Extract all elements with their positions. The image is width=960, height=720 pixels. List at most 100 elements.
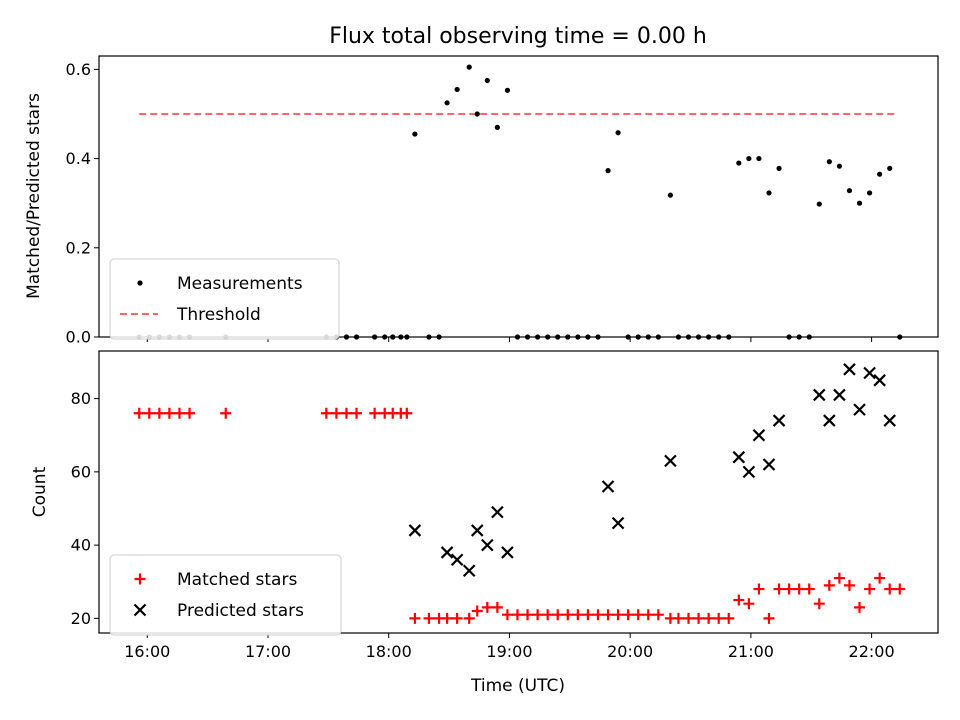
- data-point: [823, 579, 835, 591]
- data-point: [746, 155, 752, 162]
- data-point: [582, 609, 594, 621]
- data-point: [836, 163, 843, 169]
- plot-frame: [98, 55, 939, 338]
- data-point: [683, 612, 695, 624]
- data-point: [833, 572, 845, 584]
- data-point: [743, 598, 755, 610]
- data-point: [491, 505, 504, 519]
- legend-label: Predicted stars: [177, 601, 304, 621]
- chart-title: Flux total observing time = 0.00 h: [329, 24, 707, 49]
- plot-frame: [98, 350, 939, 634]
- data-point: [330, 407, 342, 419]
- data-point: [451, 612, 463, 624]
- data-point: [320, 407, 332, 419]
- x-axis-label: Time (UTC): [470, 676, 565, 696]
- data-point: [184, 407, 196, 419]
- data-point: [853, 403, 866, 416]
- data-point: [773, 583, 785, 595]
- ratio-panel: 0.0 0.2 0.4 0.6 Measurements Threshold: [66, 55, 939, 347]
- x-tick-label: 18:00: [366, 642, 412, 661]
- legend-box: [109, 554, 342, 636]
- data-point: [601, 480, 615, 493]
- data-point: [494, 124, 500, 130]
- x-tick-label: 20:00: [607, 642, 653, 661]
- data-point: [672, 612, 684, 624]
- data-point: [854, 601, 866, 613]
- data-point: [813, 598, 825, 610]
- data-point: [823, 414, 836, 427]
- data-point: [732, 450, 746, 464]
- data-point: [843, 363, 856, 376]
- data-point: [863, 366, 876, 380]
- y-tick-label: 0.4: [66, 149, 91, 168]
- data-point: [877, 171, 883, 177]
- data-point: [501, 609, 513, 621]
- data-point: [703, 612, 715, 624]
- data-point: [866, 190, 873, 196]
- count-panel: 20 40 60 80 16:00 17:00 18:00 19:00 20:00 21:00 22…: [71, 350, 939, 661]
- data-point: [664, 454, 677, 468]
- legend-label: Measurements: [177, 274, 303, 294]
- data-point: [408, 524, 422, 537]
- data-point: [143, 407, 155, 419]
- data-point: [562, 609, 574, 621]
- data-point: [552, 609, 564, 621]
- data-point: [652, 609, 664, 621]
- y-tick-label: 40: [71, 536, 91, 555]
- data-point: [883, 414, 896, 427]
- data-point: [484, 77, 490, 84]
- data-point: [642, 609, 654, 621]
- data-point: [602, 609, 614, 621]
- data-point: [173, 407, 185, 419]
- legend-label: Threshold: [176, 305, 261, 325]
- data-point: [884, 583, 896, 595]
- data-point: [742, 465, 756, 479]
- data-point: [783, 583, 795, 595]
- data-point: [592, 609, 604, 621]
- data-point: [894, 583, 906, 595]
- data-point: [826, 159, 832, 165]
- legend-box: [109, 258, 340, 340]
- data-point: [462, 564, 476, 578]
- data-point: [667, 192, 674, 198]
- data-point: [803, 583, 815, 595]
- data-point: [611, 516, 625, 530]
- bottom-y-axis-label: Count: [30, 466, 50, 517]
- data-point: [816, 201, 822, 207]
- data-point: [163, 407, 175, 419]
- data-point: [752, 428, 766, 442]
- x-tick-label: 19:00: [486, 642, 532, 661]
- y-tick-label: 20: [71, 609, 91, 628]
- data-point: [423, 612, 435, 624]
- data-point: [491, 601, 503, 613]
- data-point: [733, 594, 745, 606]
- data-point: [793, 583, 805, 595]
- data-point: [615, 130, 621, 136]
- data-point: [466, 64, 472, 70]
- data-point: [444, 100, 450, 106]
- data-point: [766, 190, 772, 196]
- legend-marker: [137, 280, 143, 286]
- data-point: [753, 583, 765, 595]
- data-point: [632, 609, 644, 621]
- data-point: [463, 612, 475, 624]
- data-point: [450, 553, 464, 567]
- data-point: [723, 612, 735, 624]
- data-point: [833, 388, 846, 402]
- data-point: [522, 609, 534, 621]
- data-point: [843, 579, 855, 591]
- x-tick-label: 16:00: [124, 642, 170, 661]
- data-point: [772, 414, 786, 427]
- series-matched-stars: [133, 407, 906, 624]
- data-point: [887, 165, 893, 171]
- data-point: [454, 86, 460, 93]
- data-point: [409, 612, 421, 624]
- x-tick-label: 17:00: [245, 642, 291, 661]
- data-point: [511, 609, 523, 621]
- y-tick-label: 80: [71, 389, 91, 408]
- data-point: [441, 612, 453, 624]
- legend-marker: [133, 603, 147, 617]
- data-point: [864, 583, 876, 595]
- data-point: [133, 407, 145, 419]
